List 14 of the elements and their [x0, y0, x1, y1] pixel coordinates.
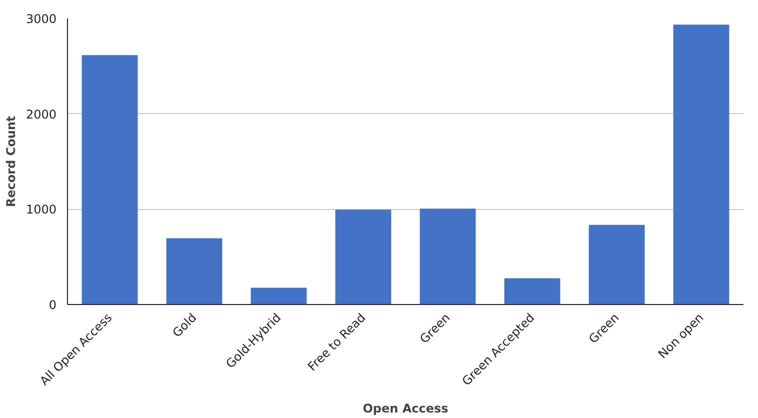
y-tick-label: 2000	[26, 107, 57, 122]
bar	[420, 208, 476, 304]
bar	[166, 238, 222, 304]
y-tick-label: 1000	[26, 202, 57, 217]
bar	[504, 278, 560, 304]
y-tick-label: 0	[48, 298, 57, 312]
x-axis-title: Open Access	[362, 401, 448, 416]
y-axis-title: Record Count	[4, 116, 18, 208]
bar	[673, 24, 730, 304]
y-tick-label: 3000	[26, 12, 57, 26]
bar	[335, 210, 392, 304]
bar	[588, 224, 645, 304]
bar	[250, 288, 307, 304]
bar	[82, 55, 138, 304]
